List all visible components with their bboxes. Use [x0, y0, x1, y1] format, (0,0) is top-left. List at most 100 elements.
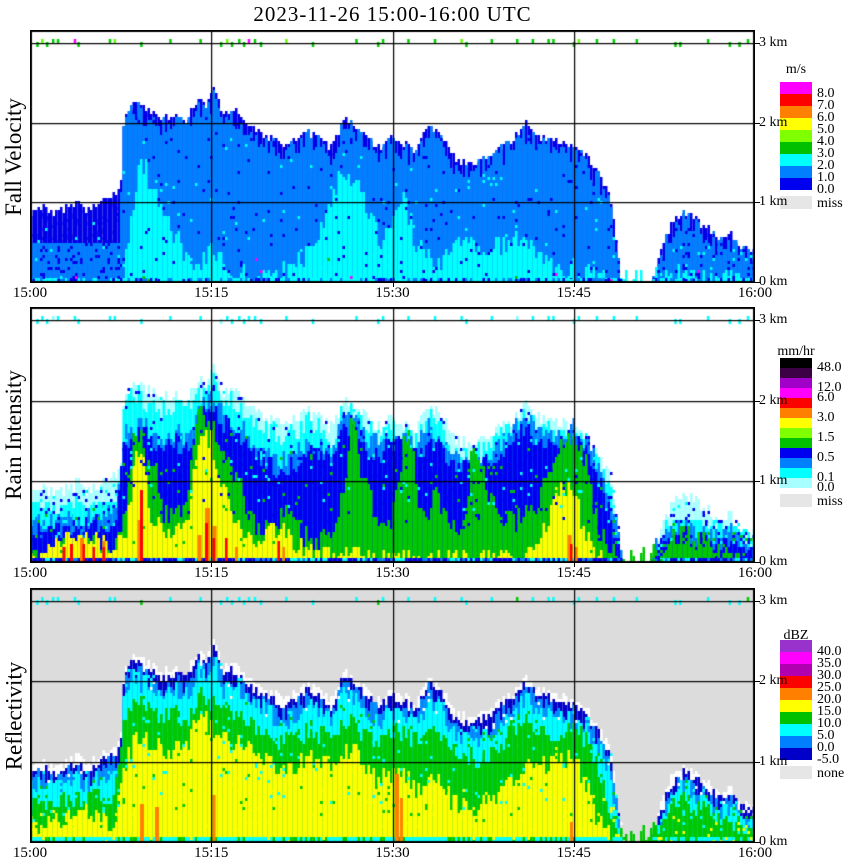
- colorbar-band: [780, 700, 812, 712]
- colorbar-tick-label: 0.5: [817, 450, 835, 465]
- colorbar-unit-label: mm/hr: [777, 344, 815, 359]
- colorbar-tick-label: 35.0: [817, 656, 842, 671]
- colorbar-tick-label: 2.0: [817, 158, 835, 173]
- fall-velocity-axis-title: Fall Velocity: [1, 97, 27, 216]
- km-axis-tick: [755, 601, 760, 602]
- colorbar-band: [780, 736, 812, 748]
- time-tick-label: 15:30: [375, 285, 410, 301]
- km-axis-tick: [755, 282, 760, 283]
- colorbar-band: [780, 368, 812, 378]
- reflectivity-axis-title: Reflectivity: [1, 661, 27, 770]
- time-axis-tick: [211, 843, 213, 847]
- colorbar-unit-label: m/s: [785, 62, 807, 77]
- time-tick-label: 15:30: [375, 565, 410, 581]
- time-tick-label: 15:00: [12, 565, 48, 581]
- colorbar-band: [780, 652, 812, 664]
- colorbar-band: [780, 468, 812, 478]
- time-tick-label: 15:00: [12, 845, 48, 861]
- time-tick-label: 16:00: [737, 845, 773, 861]
- time-tick-label: 15:15: [194, 285, 229, 301]
- colorbar-band: [780, 94, 812, 106]
- colorbar-band: [780, 712, 812, 724]
- km-tick-label: 2 km: [759, 392, 788, 408]
- colorbar-band: [780, 408, 812, 418]
- colorbar-band: [780, 428, 812, 438]
- time-tick-label: 15:30: [375, 845, 410, 861]
- rain-intensity-axis-title: Rain Intensity: [1, 370, 26, 500]
- colorbar-missing-label: miss: [817, 196, 843, 211]
- colorbar-band: [780, 178, 812, 190]
- colorbar-band: [780, 676, 812, 688]
- colorbar-tick-label: 0.1: [817, 470, 835, 485]
- km-axis-tick: [755, 202, 760, 204]
- colorbar-band: [780, 378, 812, 388]
- colorbar-unit-label: dBZ: [783, 628, 809, 643]
- km-axis-tick: [755, 562, 760, 563]
- km-tick-label: 1 km: [759, 473, 788, 489]
- time-axis-tick: [573, 563, 575, 567]
- reflectivity-heatmap: [30, 588, 755, 843]
- time-tick-label: 16:00: [737, 285, 773, 301]
- time-tick-label: 15:45: [556, 845, 591, 861]
- colorbar-tick-label: 7.0: [817, 98, 835, 113]
- km-tick-label: 3 km: [759, 312, 788, 327]
- colorbar-tick-label: 25.0: [817, 680, 842, 695]
- colorbar-band: [780, 478, 812, 488]
- time-axis-tick: [392, 283, 394, 287]
- time-axis-tick: [211, 563, 213, 567]
- time-tick-label: 16:00: [737, 565, 773, 581]
- colorbar-tick-label: 0.0: [817, 480, 835, 495]
- time-tick-label: 15:00: [12, 285, 48, 301]
- km-axis-tick: [755, 761, 760, 763]
- colorbar-band: [780, 748, 812, 760]
- colorbar-tick-label: 10.0: [817, 716, 842, 731]
- km-tick-label: 0 km: [759, 834, 788, 849]
- colorbar-tick-label: 6.0: [817, 390, 835, 405]
- rain-intensity-heatmap: [30, 307, 755, 563]
- colorbar-tick-label: 6.0: [817, 110, 835, 125]
- colorbar-band: [780, 82, 812, 94]
- colorbar-band: [780, 724, 812, 736]
- colorbar-tick-label: -5.0: [817, 752, 840, 767]
- km-axis-tick: [755, 842, 760, 843]
- time-axis-tick: [211, 283, 213, 287]
- km-axis-tick: [755, 320, 760, 321]
- colorbar-tick-label: 40.0: [817, 644, 842, 659]
- colorbar-band: [780, 688, 812, 700]
- time-axis-tick: [573, 843, 575, 847]
- km-tick-label: 2 km: [759, 114, 788, 130]
- colorbar-band: [780, 154, 812, 166]
- km-axis-tick: [755, 681, 760, 683]
- time-axis-tick: [392, 843, 394, 847]
- colorbar-missing-label: none: [817, 766, 845, 781]
- colorbar-band: [780, 142, 812, 154]
- time-axis-tick: [392, 563, 394, 567]
- colorbar-tick-label: 1.5: [817, 430, 835, 445]
- fall-velocity-heatmap: [30, 30, 755, 283]
- colorbar-tick-label: 12.0: [817, 380, 842, 395]
- time-axis-tick: [573, 283, 575, 287]
- colorbar-band: [780, 640, 812, 652]
- colorbar-band: [780, 438, 812, 448]
- colorbar-tick-label: 30.0: [817, 668, 842, 683]
- colorbar-tick-label: 8.0: [817, 86, 835, 101]
- colorbar-tick-label: 0.0: [817, 182, 835, 197]
- km-tick-label: 2 km: [759, 673, 788, 689]
- colorbar-tick-label: 3.0: [817, 146, 835, 161]
- colorbar-tick-label: 48.0: [817, 360, 842, 375]
- colorbar-band: [780, 418, 812, 428]
- colorbar-band: [780, 458, 812, 468]
- km-tick-label: 0 km: [759, 274, 788, 289]
- colorbar-tick-label: 1.0: [817, 170, 835, 185]
- time-tick-label: 15:15: [194, 565, 229, 581]
- time-tick-label: 15:15: [194, 845, 229, 861]
- km-tick-label: 0 km: [759, 554, 788, 569]
- colorbar-missing-band: [780, 196, 812, 209]
- km-axis-tick: [755, 43, 760, 44]
- figure-title: 2023-11-26 15:00-16:00 UTC: [253, 2, 532, 26]
- km-tick-label: 1 km: [759, 194, 788, 210]
- colorbar-band: [780, 448, 812, 458]
- colorbar-tick-label: 15.0: [817, 704, 842, 719]
- colorbar-tick-label: 20.0: [817, 692, 842, 707]
